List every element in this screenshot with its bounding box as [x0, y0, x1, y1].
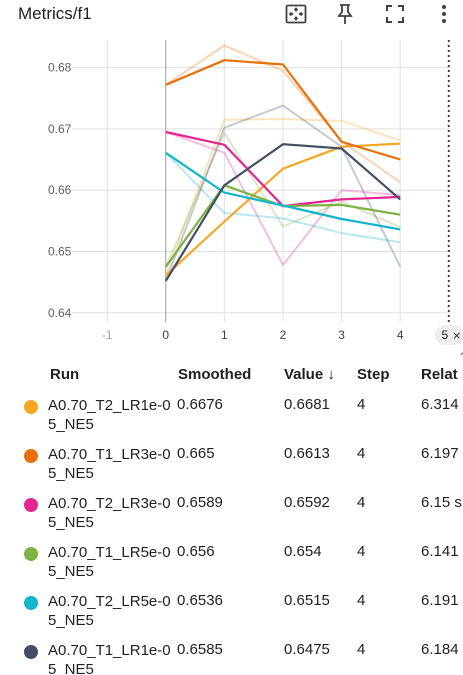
- close-icon[interactable]: ×: [452, 329, 461, 342]
- sort-descending-icon: ↓: [327, 366, 335, 383]
- step-value: 4: [357, 592, 366, 609]
- run-color-swatch: [24, 400, 38, 414]
- run-name: A0.70_T1_LR5e-05_NE5: [48, 544, 171, 580]
- relative-time: 6.15 s: [421, 494, 462, 511]
- column-header-smoothed[interactable]: Smoothed: [178, 366, 252, 383]
- raw-value: 0.6613: [284, 445, 330, 462]
- raw-value: 0.6681: [284, 396, 330, 413]
- smoothed-value: 0.665: [177, 445, 215, 462]
- line-chart[interactable]: 0.64 0.65 0.66 0.67 0.68 -1 0 1 2 3 4 5 ×: [0, 30, 463, 360]
- run-color-swatch: [24, 498, 38, 512]
- run-name: A0.70_T2_LR3e-05_NE5: [48, 495, 171, 531]
- table-row[interactable]: A0.70_T1_LR5e-05_NE5 0.656 0.654 4 6.141: [0, 537, 463, 586]
- table-row[interactable]: A0.70_T2_LR3e-05_NE5 0.6589 0.6592 4 6.15 s: [0, 488, 463, 537]
- pin-icon[interactable]: [333, 2, 357, 26]
- smoothed-value: 0.656: [177, 543, 215, 560]
- step-marker-label: 5: [441, 328, 448, 342]
- step-value: 4: [357, 445, 366, 462]
- y-tick-label: 0.67: [48, 122, 72, 136]
- x-tick-label: -1: [102, 328, 113, 342]
- relative-time: 6.314: [421, 396, 459, 413]
- fullscreen-icon[interactable]: [383, 2, 407, 26]
- raw-value: 0.6475: [284, 641, 330, 658]
- run-color-swatch: [24, 547, 38, 561]
- fit-domain-icon[interactable]: [284, 2, 308, 26]
- table-row[interactable]: A0.70_T2_LR5e-05_NE5 0.6536 0.6515 4 6.191: [0, 586, 463, 635]
- series-smoothed-line[interactable]: [165, 59, 401, 161]
- relative-time: 6.141: [421, 543, 459, 560]
- run-color-swatch: [24, 645, 38, 659]
- table-row[interactable]: A0.70_T1_LR1e-05_NE5 0.6585 0.6475 4 6.184: [0, 635, 463, 675]
- smoothed-value: 0.6585: [177, 641, 223, 658]
- x-tick-label: 1: [221, 328, 228, 342]
- smoothed-value: 0.6589: [177, 494, 223, 511]
- raw-value: 0.6515: [284, 592, 330, 609]
- x-tick-label: 3: [338, 328, 345, 342]
- resize-handle-icon[interactable]: [460, 349, 463, 356]
- column-header-value-label: Value: [284, 366, 324, 383]
- step-value: 4: [357, 396, 366, 413]
- run-color-swatch: [24, 449, 38, 463]
- series-smoothed-line[interactable]: [165, 151, 401, 231]
- raw-value: 0.6592: [284, 494, 330, 511]
- series-smoothed-line[interactable]: [165, 142, 401, 277]
- x-tick-label: 0: [162, 328, 169, 342]
- run-name: A0.70_T1_LR3e-05_NE5: [48, 446, 171, 482]
- step-value: 4: [357, 543, 366, 560]
- relative-time: 6.197: [421, 445, 459, 462]
- y-tick-label: 0.64: [48, 306, 72, 320]
- table-row[interactable]: A0.70_T1_LR3e-05_NE5 0.665 0.6613 4 6.197: [0, 439, 463, 488]
- series-smoothed-line[interactable]: [164, 143, 401, 282]
- raw-value: 0.654: [284, 543, 322, 560]
- series-raw-line[interactable]: [164, 132, 401, 268]
- run-color-swatch: [24, 596, 38, 610]
- column-header-run[interactable]: Run: [50, 366, 80, 383]
- table-row[interactable]: A0.70_T2_LR1e-05_NE5 0.6676 0.6681 4 6.314: [0, 390, 463, 439]
- table-header: Run Smoothed Value ↓ Step Relat: [0, 360, 463, 390]
- series-raw-line[interactable]: [165, 131, 401, 266]
- column-header-step[interactable]: Step: [357, 366, 390, 383]
- smoothed-value: 0.6536: [177, 592, 223, 609]
- more-vert-icon[interactable]: [432, 2, 456, 26]
- x-tick-label: 4: [397, 328, 404, 342]
- step-value: 4: [357, 494, 366, 511]
- run-name: A0.70_T2_LR1e-05_NE5: [48, 397, 171, 433]
- series-raw-line[interactable]: [165, 44, 401, 184]
- smoothed-value: 0.6676: [177, 396, 223, 413]
- run-name: A0.70_T2_LR5e-05_NE5: [48, 593, 171, 629]
- column-header-relative[interactable]: Relat: [421, 366, 458, 383]
- y-tick-label: 0.65: [48, 245, 72, 259]
- y-tick-label: 0.68: [48, 61, 72, 75]
- chart-title: Metrics/f1: [18, 4, 92, 23]
- x-tick-label: 2: [280, 328, 287, 342]
- runs-table: Run Smoothed Value ↓ Step Relat A0.70_T2…: [0, 360, 463, 675]
- step-marker-badge[interactable]: [434, 325, 463, 345]
- y-tick-label: 0.66: [48, 183, 72, 197]
- card-header: Metrics/f1: [0, 0, 463, 30]
- series-raw-line[interactable]: [164, 118, 401, 276]
- relative-time: 6.191: [421, 592, 459, 609]
- series-raw-line[interactable]: [165, 152, 401, 244]
- run-name: A0.70_T1_LR1e-05_NE5: [48, 642, 171, 675]
- column-header-value[interactable]: Value ↓: [284, 366, 335, 383]
- relative-time: 6.184: [421, 641, 459, 658]
- step-value: 4: [357, 641, 366, 658]
